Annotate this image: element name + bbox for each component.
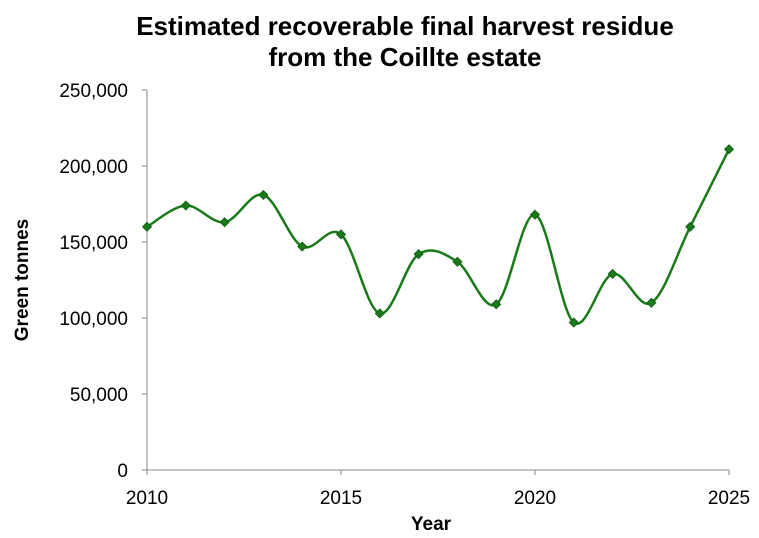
series-layer	[141, 144, 735, 328]
data-point-marker	[413, 249, 424, 260]
y-tick-label: 250,000	[59, 81, 128, 102]
data-point-marker	[180, 200, 191, 211]
y-tick-label: 50,000	[70, 385, 128, 406]
y-tick-labels: 0 50,000 100,000 150,000 200,000 250,000	[59, 81, 147, 482]
data-point-marker	[646, 297, 657, 308]
data-point-marker	[452, 256, 463, 267]
y-tick-label: 150,000	[59, 233, 128, 254]
data-point-marker	[141, 221, 153, 232]
data-point-marker	[568, 317, 579, 328]
data-point-marker	[335, 229, 347, 240]
x-tick-label: 2025	[708, 488, 750, 509]
y-tick-label: 0	[117, 461, 128, 482]
data-point-marker	[607, 268, 618, 279]
x-tick-label: 2020	[514, 488, 556, 509]
x-axis-title: Year	[411, 514, 452, 535]
data-point-marker	[529, 209, 541, 220]
data-point-marker	[685, 221, 696, 232]
x-tick-labels: 2010 2015 2020 2025	[126, 470, 750, 509]
data-point-marker	[297, 241, 308, 252]
x-tick-label: 2015	[320, 488, 362, 509]
x-tick-label: 2010	[126, 488, 168, 509]
data-point-marker	[491, 299, 502, 310]
y-tick-label: 100,000	[59, 309, 128, 330]
chart-title-line-2: from the Coillte estate	[268, 42, 541, 72]
series-line	[146, 148, 731, 325]
data-point-marker	[258, 189, 269, 200]
chart-title-line-1: Estimated recoverable final harvest resi…	[136, 11, 674, 41]
data-point-marker	[374, 308, 385, 319]
y-axis-title: Green tonnes	[12, 219, 33, 341]
data-point-marker	[723, 144, 735, 155]
y-tick-label: 200,000	[59, 157, 128, 178]
axes	[146, 90, 729, 471]
data-point-marker	[219, 217, 230, 228]
